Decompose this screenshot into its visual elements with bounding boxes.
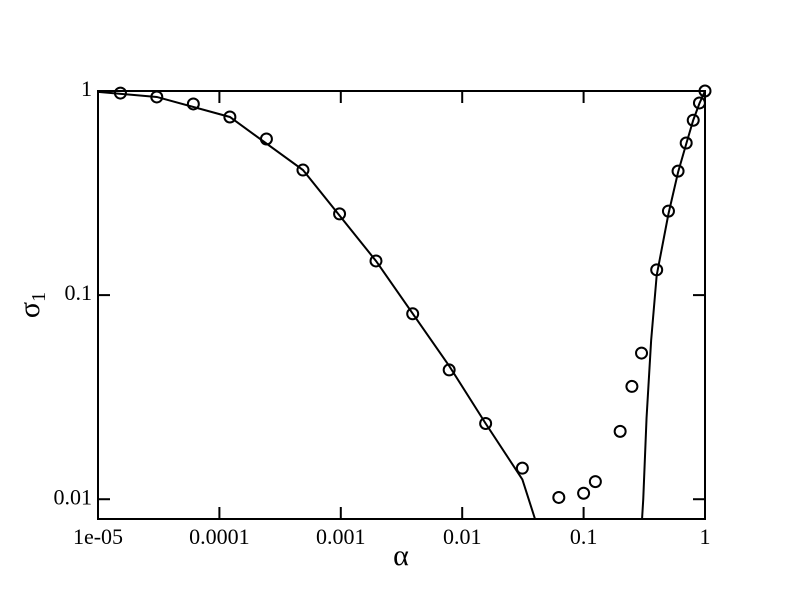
y-axis-title-sub: 1 (28, 292, 50, 302)
marker (698, 84, 712, 98)
marker (515, 461, 529, 475)
marker (625, 379, 639, 393)
marker (679, 136, 693, 150)
y-tick-label: 1 (81, 76, 92, 101)
y-tick-label: 0.1 (65, 280, 93, 305)
plot-frame (97, 90, 706, 520)
marker (692, 96, 706, 110)
marker (296, 163, 310, 177)
marker (588, 475, 602, 489)
x-tick-label: 0.0001 (189, 524, 250, 549)
marker (613, 424, 627, 438)
marker (577, 486, 591, 500)
curve (641, 90, 706, 519)
marker (479, 416, 493, 430)
x-tick-label: 0.001 (316, 524, 366, 549)
marker (406, 307, 420, 321)
y-axis-title-main: σ (13, 302, 46, 318)
curve (98, 90, 536, 519)
marker (552, 490, 566, 504)
marker (333, 207, 347, 221)
x-tick-label: 1e-05 (73, 524, 123, 549)
marker (223, 110, 237, 124)
marker (369, 254, 383, 268)
y-tick-label: 0.01 (54, 484, 93, 509)
marker (686, 113, 700, 127)
x-tick-label: 0.1 (570, 524, 598, 549)
x-axis-title: α (393, 539, 409, 572)
y-axis-title: σ1 (13, 292, 50, 318)
marker (186, 97, 200, 111)
marker (635, 346, 649, 360)
x-tick-label: 1 (700, 524, 711, 549)
x-tick-label: 0.01 (443, 524, 482, 549)
